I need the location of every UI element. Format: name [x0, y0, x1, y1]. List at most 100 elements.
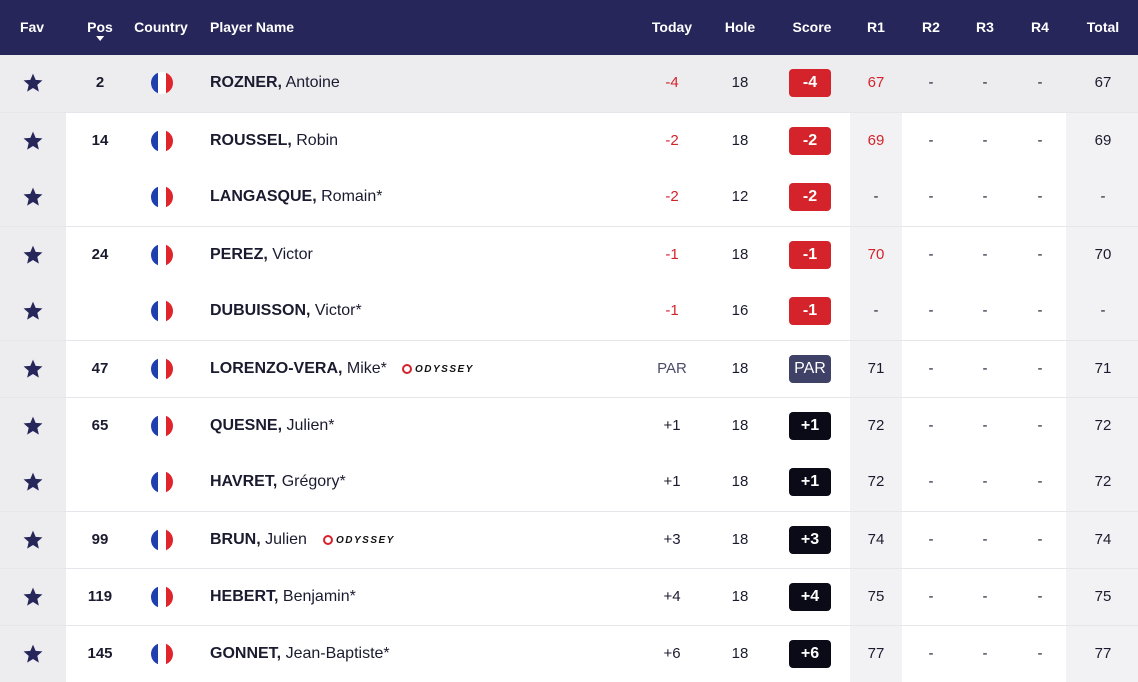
score-badge: -1 — [789, 241, 831, 269]
star-icon[interactable] — [22, 300, 44, 322]
odyssey-logo: ODYSSEY — [402, 362, 474, 376]
star-icon[interactable] — [22, 186, 44, 208]
france-flag-icon — [151, 300, 173, 322]
column-header-pos-label: Pos — [87, 19, 113, 35]
score-badge: -4 — [789, 69, 831, 97]
r3-cell: - — [982, 360, 988, 377]
total-cell: 77 — [1094, 645, 1112, 662]
column-header-country[interactable]: Country — [134, 19, 188, 35]
player-last-name: ROUSSEL, — [210, 132, 292, 149]
r1-cell: - — [873, 188, 879, 205]
r2-cell: - — [928, 132, 934, 149]
column-header-r3[interactable]: R3 — [976, 19, 994, 35]
total-cell: 72 — [1094, 417, 1112, 434]
player-first-name: Grégory* — [277, 473, 346, 490]
player-last-name: QUESNE, — [210, 417, 283, 434]
player-first-name: Victor — [267, 246, 313, 263]
player-name[interactable]: HEBERT, Benjamin* — [210, 569, 356, 625]
table-row[interactable]: 47 LORENZO-VERA, Mike* ODYSSEY PAR 18 PA… — [0, 340, 1138, 397]
column-header-player-name[interactable]: Player Name — [210, 19, 295, 35]
star-icon[interactable] — [22, 130, 44, 152]
column-header-r1[interactable]: R1 — [867, 19, 885, 35]
today-cell: PAR — [657, 360, 687, 377]
column-header-r4[interactable]: R4 — [1031, 19, 1049, 35]
r1-column-bg — [850, 454, 902, 511]
column-header-pos[interactable]: Pos — [87, 0, 113, 55]
player-last-name: HAVRET, — [210, 473, 278, 490]
r3-cell: - — [982, 473, 988, 490]
table-row[interactable]: DUBUISSON, Victor* -1 16 -1 - - - - - — [0, 283, 1138, 340]
player-name[interactable]: LORENZO-VERA, Mike* — [210, 341, 387, 397]
r1-cell: 70 — [867, 246, 885, 263]
france-flag-icon — [151, 186, 173, 208]
table-row[interactable]: HAVRET, Grégory* +1 18 +1 72 - - - 72 — [0, 454, 1138, 511]
star-icon[interactable] — [22, 358, 44, 380]
table-row[interactable]: 145 GONNET, Jean-Baptiste* +6 18 +6 77 -… — [0, 625, 1138, 682]
player-first-name: Jean-Baptiste* — [281, 645, 390, 662]
pos-cell: 145 — [87, 645, 113, 662]
total-cell: - — [1100, 302, 1106, 319]
france-flag-icon — [151, 244, 173, 266]
total-column-bg — [1066, 169, 1138, 226]
player-name[interactable]: PEREZ, Victor — [210, 227, 313, 283]
player-name[interactable]: DUBUISSON, Victor* — [210, 283, 362, 339]
player-name[interactable]: ROZNER, Antoine — [210, 55, 340, 111]
player-last-name: PEREZ, — [210, 246, 268, 263]
star-icon[interactable] — [22, 415, 44, 437]
player-first-name: Mike* — [342, 360, 387, 377]
player-first-name: Julien — [260, 531, 307, 548]
table-row[interactable]: 2 ROZNER, Antoine -4 18 -4 67 - - - 67 — [0, 55, 1138, 112]
player-name[interactable]: ROUSSEL, Robin — [210, 113, 338, 169]
sponsor-text: ODYSSEY — [336, 534, 395, 546]
star-icon[interactable] — [22, 471, 44, 493]
score-badge: +1 — [789, 468, 831, 496]
hole-cell: 18 — [731, 360, 749, 377]
player-name[interactable]: BRUN, Julien — [210, 512, 307, 568]
column-header-today[interactable]: Today — [651, 19, 693, 35]
column-header-total[interactable]: Total — [1086, 19, 1120, 35]
star-icon[interactable] — [22, 586, 44, 608]
table-row[interactable]: 24 PEREZ, Victor -1 18 -1 70 - - - 70 — [0, 226, 1138, 283]
column-header-fav[interactable]: Fav — [19, 19, 45, 35]
r4-cell: - — [1037, 246, 1043, 263]
player-last-name: GONNET, — [210, 645, 282, 662]
total-column-bg — [1066, 341, 1138, 397]
table-row[interactable]: 99 BRUN, Julien ODYSSEY +3 18 +3 74 - - … — [0, 511, 1138, 568]
score-badge: -2 — [789, 183, 831, 211]
star-icon[interactable] — [22, 72, 44, 94]
pos-cell: 14 — [91, 132, 109, 149]
hole-cell: 18 — [731, 531, 749, 548]
star-icon[interactable] — [22, 529, 44, 551]
total-cell: - — [1100, 188, 1106, 205]
r4-cell: - — [1037, 473, 1043, 490]
today-cell: -1 — [665, 302, 679, 319]
table-row[interactable]: LANGASQUE, Romain* -2 12 -2 - - - - - — [0, 169, 1138, 226]
star-icon[interactable] — [22, 643, 44, 665]
total-cell: 69 — [1094, 132, 1112, 149]
hole-cell: 16 — [731, 302, 749, 319]
column-header-score[interactable]: Score — [792, 19, 832, 35]
table-row[interactable]: 65 QUESNE, Julien* +1 18 +1 72 - - - 72 — [0, 397, 1138, 454]
column-header-hole[interactable]: Hole — [724, 19, 756, 35]
player-name[interactable]: GONNET, Jean-Baptiste* — [210, 626, 390, 682]
column-header-r2[interactable]: R2 — [922, 19, 940, 35]
player-name[interactable]: LANGASQUE, Romain* — [210, 169, 382, 225]
player-last-name: HEBERT, — [210, 588, 279, 605]
table-row[interactable]: 119 HEBERT, Benjamin* +4 18 +4 75 - - - … — [0, 568, 1138, 625]
r3-cell: - — [982, 417, 988, 434]
r1-cell: - — [873, 302, 879, 319]
r3-cell: - — [982, 531, 988, 548]
france-flag-icon — [151, 415, 173, 437]
table-row[interactable]: 14 ROUSSEL, Robin -2 18 -2 69 - - - 69 — [0, 112, 1138, 169]
player-name[interactable]: HAVRET, Grégory* — [210, 454, 346, 510]
r1-column-bg — [850, 169, 902, 226]
player-name[interactable]: QUESNE, Julien* — [210, 398, 335, 454]
star-icon[interactable] — [22, 244, 44, 266]
r1-cell: 69 — [867, 132, 885, 149]
r2-cell: - — [928, 188, 934, 205]
r1-cell: 71 — [867, 360, 885, 377]
sponsor-text: ODYSSEY — [415, 363, 474, 375]
r2-cell: - — [928, 473, 934, 490]
r2-cell: - — [928, 645, 934, 662]
r1-cell: 72 — [867, 473, 885, 490]
